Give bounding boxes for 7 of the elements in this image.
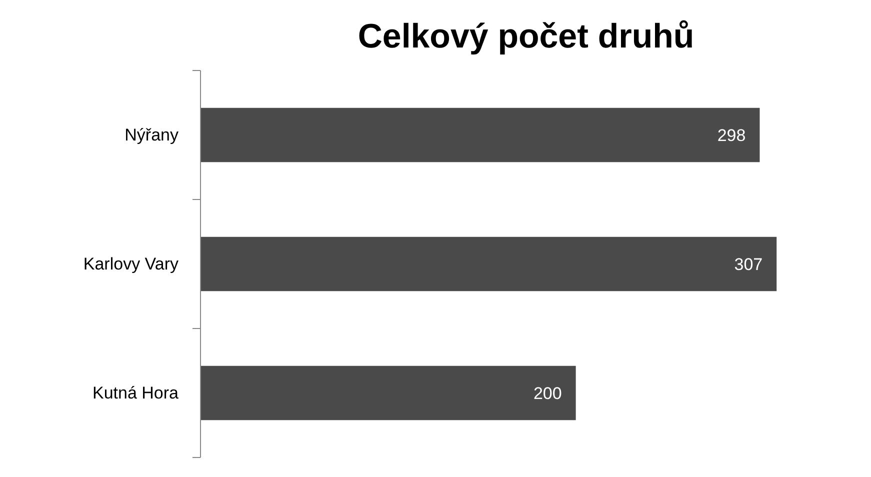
y-tick-label: Karlovy Vary	[83, 254, 179, 274]
data-label: 200	[533, 384, 562, 403]
y-tick-label: Kutná Hora	[92, 384, 180, 402]
y-tick-label: Nýřany	[124, 126, 179, 144]
data-label: 307	[734, 255, 763, 274]
data-label: 298	[717, 126, 746, 145]
chart-title: Celkový počet druhů	[358, 18, 694, 56]
